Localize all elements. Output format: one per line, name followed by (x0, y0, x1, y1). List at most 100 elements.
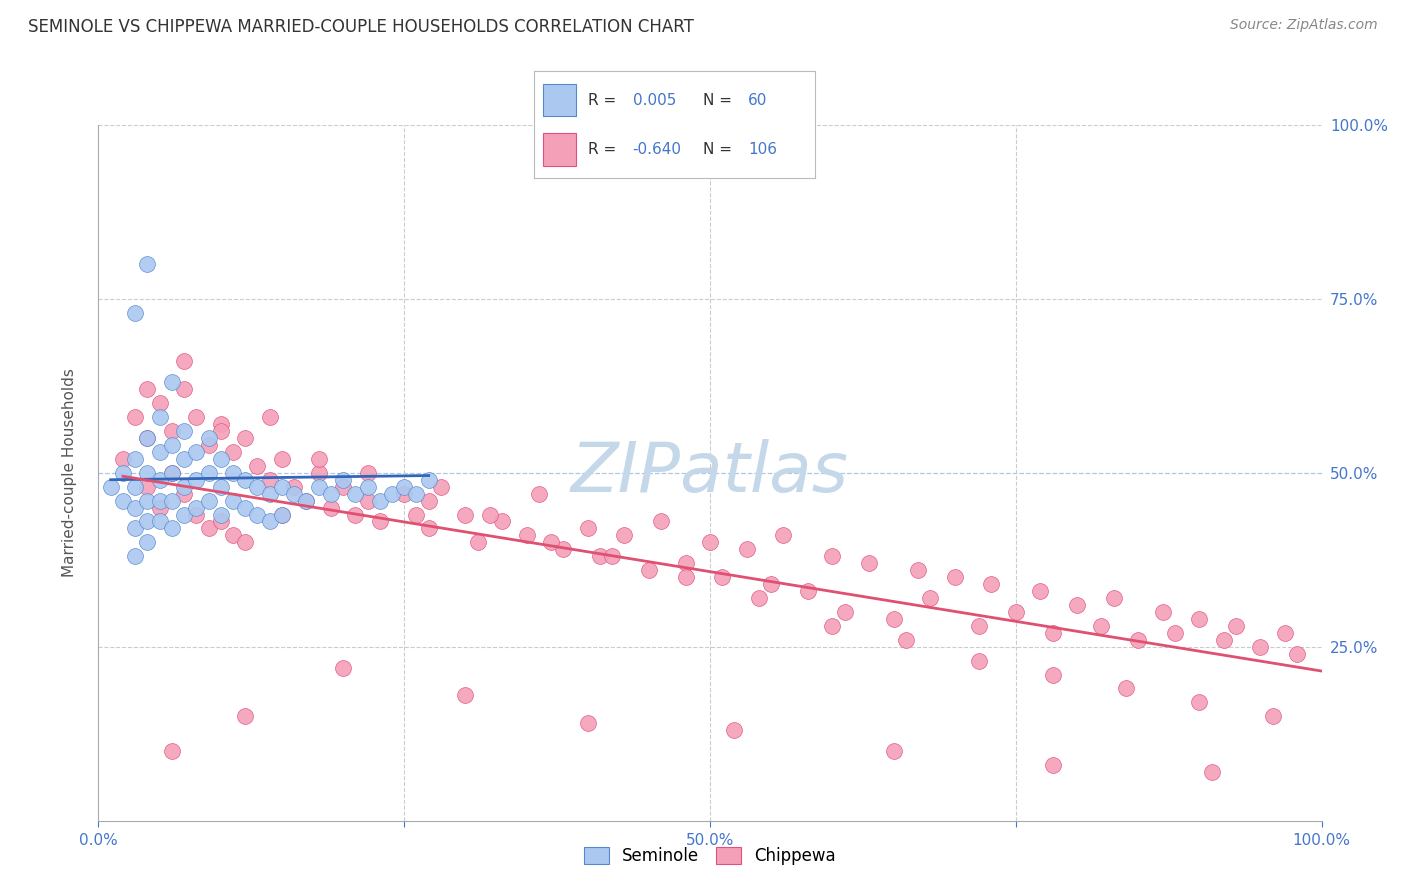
Point (160, 744, 183, 758)
Point (1128, 632, 1150, 647)
Point (1029, 584, 1052, 599)
Point (124, 451, 146, 466)
Point (967, 619, 990, 633)
Point (136, 493, 159, 508)
Point (589, 549, 612, 564)
Point (576, 716, 599, 731)
Point (259, 486, 281, 500)
Point (1004, 605, 1026, 619)
Point (124, 306, 146, 320)
Point (723, 723, 745, 738)
Point (392, 480, 416, 494)
Point (136, 480, 159, 494)
Point (160, 493, 183, 508)
Point (418, 493, 440, 508)
Point (233, 535, 256, 549)
Point (1261, 709, 1284, 723)
Point (1090, 619, 1112, 633)
Point (136, 382, 159, 396)
Point (197, 431, 219, 445)
Point (124, 480, 146, 494)
Point (699, 535, 721, 549)
Point (308, 451, 330, 466)
Point (270, 508, 294, 522)
Point (209, 508, 232, 522)
Point (1042, 758, 1064, 772)
Text: ZIPatlas: ZIPatlas (571, 439, 849, 507)
Point (270, 480, 294, 494)
Point (233, 473, 256, 487)
FancyBboxPatch shape (543, 84, 576, 116)
Point (821, 549, 844, 564)
Point (209, 515, 232, 529)
Point (124, 410, 146, 425)
Point (136, 466, 159, 480)
Point (1274, 625, 1296, 640)
Point (883, 744, 905, 758)
Text: R =: R = (588, 93, 616, 108)
Point (222, 445, 245, 459)
Point (1042, 625, 1064, 640)
Point (638, 563, 661, 577)
Point (553, 542, 575, 557)
Point (418, 473, 440, 487)
Point (344, 508, 367, 522)
Point (308, 480, 330, 494)
Point (100, 480, 122, 494)
Point (149, 493, 172, 508)
Point (1164, 625, 1187, 640)
Point (332, 480, 354, 494)
Point (1188, 695, 1211, 709)
Point (136, 257, 159, 271)
Point (381, 486, 404, 500)
Point (430, 480, 453, 494)
Point (1249, 640, 1271, 654)
Point (368, 493, 391, 508)
Point (160, 376, 183, 390)
Point (124, 500, 146, 515)
Point (405, 486, 427, 500)
Point (173, 486, 195, 500)
Point (748, 591, 770, 605)
Point (173, 508, 195, 522)
Point (894, 632, 917, 647)
Point (222, 493, 245, 508)
Point (356, 493, 378, 508)
Point (1286, 647, 1309, 661)
Point (405, 508, 427, 522)
Point (675, 556, 697, 570)
Point (222, 466, 245, 480)
Point (515, 528, 537, 542)
Point (1225, 619, 1247, 633)
Point (149, 410, 172, 425)
Point (797, 584, 820, 599)
Text: R =: R = (588, 142, 616, 157)
Point (356, 466, 378, 480)
Point (735, 542, 758, 557)
Point (650, 515, 672, 529)
Text: 60: 60 (748, 93, 768, 108)
Point (246, 480, 269, 494)
Point (186, 508, 208, 522)
Point (233, 709, 256, 723)
Text: Source: ZipAtlas.com: Source: ZipAtlas.com (1230, 18, 1378, 32)
Point (834, 605, 856, 619)
Point (540, 535, 562, 549)
Point (173, 451, 195, 466)
Point (772, 528, 794, 542)
Point (967, 654, 990, 668)
Point (332, 473, 354, 487)
Point (418, 521, 440, 535)
Point (1066, 598, 1088, 612)
Point (295, 493, 318, 508)
Point (491, 515, 513, 529)
Point (344, 486, 367, 500)
Point (173, 424, 195, 438)
Point (858, 556, 880, 570)
Point (186, 445, 208, 459)
Point (160, 424, 183, 438)
Text: 0.005: 0.005 (633, 93, 676, 108)
Point (1212, 632, 1234, 647)
Point (980, 577, 1002, 591)
Point (368, 515, 391, 529)
